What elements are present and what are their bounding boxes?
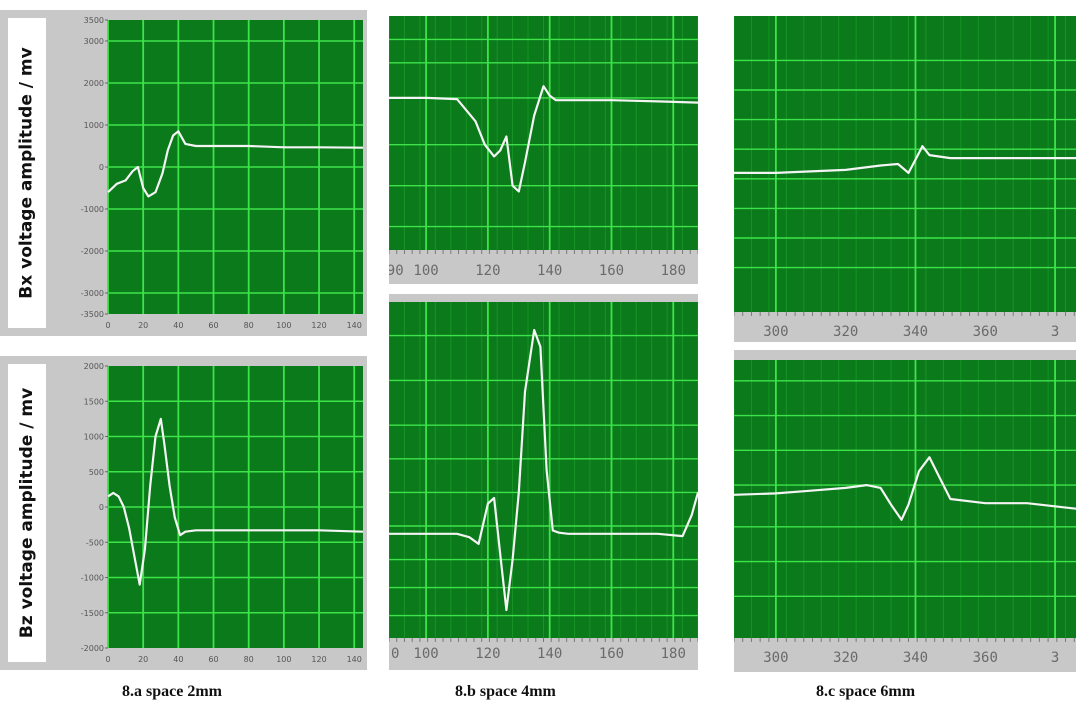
signal-trace xyxy=(734,456,1076,521)
x-tick-label: 360 xyxy=(973,324,998,340)
chart-b-bx: 90 100 120 140 160 180 xyxy=(389,16,698,284)
chart-a-bz-svg: -2000 -1500 -1000 -500 0 500 1000 1500 2000 0 20 40… xyxy=(81,362,364,664)
x-tick-label: 300 xyxy=(763,650,788,666)
grid xyxy=(107,20,363,314)
chart-c-bx: 300 320 340 360 3 xyxy=(734,16,1076,342)
x-tick-label: 140 xyxy=(537,263,562,279)
chart-b-bz: 0 100 120 140 160 180 xyxy=(389,294,698,670)
x-tick-label: 160 xyxy=(599,263,624,279)
x-tick-label: 140 xyxy=(347,655,362,664)
x-tick-label: 100 xyxy=(276,655,291,664)
signal-trace xyxy=(389,328,698,612)
y-tick-label: -1000 xyxy=(81,574,104,583)
chart-b-bz-svg: 0 100 120 140 160 180 xyxy=(389,302,698,662)
x-tick-label: 80 xyxy=(244,321,254,330)
x-tick-label: 0 xyxy=(105,321,110,330)
chart-c-bz-svg: 300 320 340 360 3 xyxy=(734,360,1076,666)
y-tick-label: 2000 xyxy=(84,362,104,371)
y-axis-title-bz: Bz voltage amplitude / mv xyxy=(8,364,46,662)
y-tick-label: 500 xyxy=(89,468,104,477)
x-tick-label: 340 xyxy=(903,324,928,340)
y-tick-label: -1500 xyxy=(81,609,104,618)
chart-a-bx: Bx voltage amplitude / mv -3500 -3000 -200… xyxy=(0,10,367,336)
chart-b-bx-svg: 90 100 120 140 160 180 xyxy=(389,16,698,279)
x-tick-label: 300 xyxy=(763,324,788,340)
chart-c-bx-svg: 300 320 340 360 3 xyxy=(734,16,1076,340)
y-tick-label: 0 xyxy=(99,503,104,512)
caption-b: 8.b space 4mm xyxy=(455,683,556,700)
y-tick-label: -3500 xyxy=(81,310,104,319)
signal-trace xyxy=(734,145,1076,174)
y-tick-label: -3000 xyxy=(81,289,104,298)
y-tick-label: -2000 xyxy=(81,644,104,653)
y-tick-label: -1000 xyxy=(81,205,104,214)
grid xyxy=(107,366,363,648)
x-tick-label: 320 xyxy=(833,324,858,340)
grid xyxy=(389,302,698,638)
x-tick-label: 120 xyxy=(475,263,500,279)
y-tick-label: 1500 xyxy=(84,397,104,406)
x-tick-label: 0 xyxy=(391,646,399,662)
x-tick-label: 320 xyxy=(833,650,858,666)
signal-trace xyxy=(389,85,698,193)
y-axis-title-bx: Bx voltage amplitude / mv xyxy=(8,18,46,328)
x-tick-label: 180 xyxy=(661,263,686,279)
x-tick-label: 0 xyxy=(105,655,110,664)
y-tick-label: 3500 xyxy=(84,16,104,25)
plot-area xyxy=(734,360,1076,638)
y-tick-label: 0 xyxy=(99,163,104,172)
y-tick-label: 2000 xyxy=(84,79,104,88)
x-tick-label: 60 xyxy=(208,655,218,664)
plot-area xyxy=(734,16,1076,312)
grid xyxy=(734,360,1076,638)
x-tick-label: 90 xyxy=(389,263,404,279)
x-tick-label: 20 xyxy=(138,655,148,664)
x-tick-label: 3 xyxy=(1051,324,1059,340)
x-tick-label: 120 xyxy=(475,646,500,662)
chart-a-bz: Bz voltage amplitude / mv -2000 -1500 -100… xyxy=(0,356,367,670)
y-tick-label: -2000 xyxy=(81,247,104,256)
y-tick-label: -500 xyxy=(86,538,104,547)
caption-a: 8.a space 2mm xyxy=(122,683,222,700)
y-tick-label: 1000 xyxy=(84,121,104,130)
x-tick-label: 180 xyxy=(661,646,686,662)
signal-trace xyxy=(107,130,364,198)
signal-trace xyxy=(107,417,364,586)
x-tick-label: 20 xyxy=(138,321,148,330)
x-tick-label: 3 xyxy=(1051,650,1059,666)
y-tick-label: 1000 xyxy=(84,433,104,442)
x-tick-label: 140 xyxy=(347,321,362,330)
chart-c-bz: 300 320 340 360 3 xyxy=(734,350,1076,672)
grid xyxy=(389,16,698,250)
plot-area xyxy=(389,16,698,250)
caption-c: 8.c space 6mm xyxy=(816,683,916,700)
x-tick-label: 140 xyxy=(537,646,562,662)
x-tick-label: 120 xyxy=(311,655,326,664)
x-tick-label: 40 xyxy=(173,655,183,664)
x-tick-label: 100 xyxy=(276,321,291,330)
x-tick-label: 120 xyxy=(311,321,326,330)
plot-area xyxy=(389,302,698,638)
x-tick-label: 100 xyxy=(413,646,438,662)
y-tick-label: 3000 xyxy=(84,37,104,46)
x-tick-label: 80 xyxy=(244,655,254,664)
x-tick-label: 40 xyxy=(173,321,183,330)
x-tick-label: 360 xyxy=(973,650,998,666)
x-tick-label: 100 xyxy=(413,263,438,279)
grid xyxy=(734,16,1076,312)
chart-a-bx-svg: -3500 -3000 -2000 -1000 0 1000 2000 3000 3500 0 20… xyxy=(81,16,364,330)
x-tick-label: 160 xyxy=(599,646,624,662)
x-tick-label: 340 xyxy=(903,650,928,666)
x-tick-label: 60 xyxy=(208,321,218,330)
